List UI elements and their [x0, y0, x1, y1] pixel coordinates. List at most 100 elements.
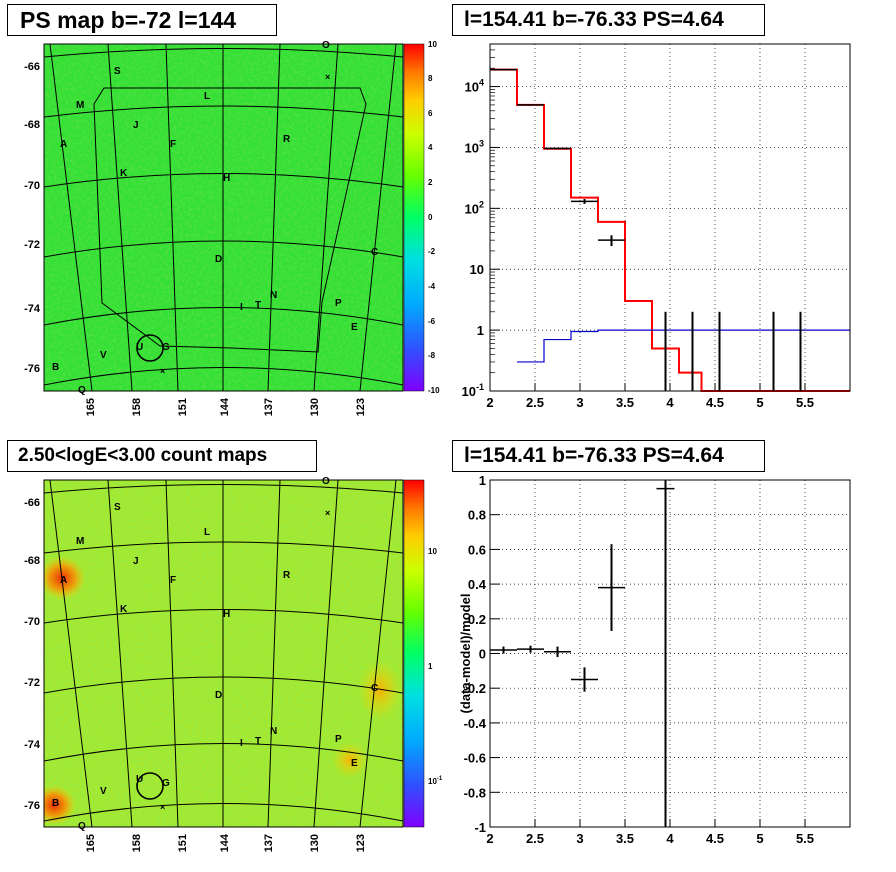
- x-tick-label: 5.5: [796, 831, 814, 846]
- x-tick-label: 2: [486, 831, 493, 846]
- y-tick-label: 0: [479, 647, 486, 662]
- colorbar-tick: 6: [428, 109, 433, 118]
- residual-frame: [489, 479, 851, 828]
- source-label-h: H: [223, 609, 230, 620]
- x-tick: 165: [85, 834, 97, 852]
- source-label-f: F: [170, 139, 176, 150]
- y-tick-label: 0.2: [468, 612, 486, 627]
- source-label-n: N: [270, 290, 277, 301]
- y-tick-label: 10-1: [462, 382, 484, 399]
- colorbar-tick: -2: [428, 247, 436, 256]
- source-label-t: T: [255, 300, 261, 311]
- y-tick: -74: [24, 303, 41, 315]
- colorbar-tick: 8: [428, 74, 433, 83]
- source-label-a: A: [60, 575, 67, 586]
- colorbar-tick: 10-1: [428, 776, 443, 786]
- y-tick: -74: [24, 739, 41, 751]
- source-label-g: G: [162, 778, 170, 789]
- y-tick-label: 10: [470, 262, 484, 277]
- source-label-k: K: [120, 604, 128, 615]
- source-label-m: M: [76, 536, 84, 547]
- y-tick: -76: [24, 800, 40, 812]
- source-label-f: F: [170, 575, 176, 586]
- source-label-d: D: [215, 254, 222, 265]
- x-tick-label: 3: [576, 831, 583, 846]
- spectrum-plot-area: [490, 44, 850, 391]
- source-label-i: I: [240, 738, 243, 749]
- count-map-y-ticks: -66 -68 -70 -72 -74 -76: [24, 497, 41, 812]
- source-label-p: P: [335, 298, 342, 309]
- count-map-x-ticks: 165 158 151 144 137 130 123: [85, 833, 367, 852]
- source-label-c: C: [371, 247, 378, 258]
- x-tick-label: 4: [666, 831, 674, 846]
- x-tick: 123: [355, 834, 367, 852]
- count-colorbar-ticks: 10 1 10-1: [428, 547, 443, 786]
- x-tick: 158: [131, 398, 143, 416]
- x-tick-label: 5: [756, 395, 763, 410]
- x-tick-label: 3: [576, 395, 583, 410]
- y-tick-label: -1: [474, 820, 486, 835]
- x-tick: 151: [177, 398, 189, 416]
- y-tick-label: 1: [477, 323, 484, 338]
- x-tick-label: 2.5: [526, 395, 544, 410]
- ps-map-frame: [43, 43, 404, 392]
- y-tick-label: -0.8: [464, 785, 486, 800]
- source-label-l: L: [204, 527, 210, 538]
- x-tick-label: 4.5: [706, 831, 724, 846]
- y-tick: -76: [24, 363, 40, 375]
- y-tick: -68: [24, 119, 40, 131]
- x-tick-label: 3.5: [616, 395, 634, 410]
- source-label-l: L: [204, 91, 210, 102]
- source-label-e: E: [351, 322, 358, 333]
- colorbar-tick: 10: [428, 547, 437, 556]
- source-marker-x: ×: [325, 508, 330, 518]
- colorbar-tick: -4: [428, 282, 436, 291]
- x-tick-label: 5: [756, 831, 763, 846]
- y-tick-label: -0.2: [464, 681, 486, 696]
- spectrum-title: l=154.41 b=-76.33 PS=4.64: [452, 4, 765, 36]
- source-label-p: P: [335, 734, 342, 745]
- y-tick-label: 103: [465, 138, 484, 155]
- y-tick: -66: [24, 497, 40, 509]
- x-tick-label: 2: [486, 395, 493, 410]
- count-map-grid: [44, 480, 403, 827]
- y-tick-label: 102: [465, 199, 484, 216]
- ps-map: O S L M J A F R K H C D N I T P E U G V …: [24, 40, 440, 416]
- y-tick-label: -0.4: [464, 716, 487, 731]
- source-label-r: R: [283, 134, 291, 145]
- x-tick-label: 5.5: [796, 395, 814, 410]
- colorbar-tick: 4: [428, 143, 433, 152]
- colorbar-tick: 0: [428, 213, 433, 222]
- colorbar-tick: -6: [428, 317, 436, 326]
- y-tick: -72: [24, 677, 40, 689]
- residual-chart: 2 2.5 3 3.5 4 4.5 5 5.5 1 0.8 0.6 0.4 0.2 0 -0.2 -0.4 -0…: [458, 473, 851, 846]
- source-label-e: E: [351, 758, 358, 769]
- source-label-d: D: [215, 690, 222, 701]
- source-label-c: C: [371, 683, 378, 694]
- y-tick-label: 0.8: [468, 508, 486, 523]
- ps-map-grid: [44, 44, 403, 391]
- source-label-j: J: [133, 556, 139, 567]
- source-marker-x: ×: [160, 802, 165, 812]
- colorbar-tick: -8: [428, 351, 436, 360]
- x-tick: 151: [177, 834, 189, 852]
- source-label-b: B: [52, 798, 59, 809]
- count-map-title: 2.50<logE<3.00 count maps: [7, 440, 317, 472]
- y-tick-label: 1: [479, 473, 486, 488]
- ps-map-title: PS map b=-72 l=144: [7, 4, 277, 36]
- source-label-i: I: [240, 302, 243, 313]
- colorbar-tick: 2: [428, 178, 433, 187]
- x-tick: 144: [219, 833, 231, 852]
- x-tick: 130: [309, 834, 321, 852]
- x-tick: 137: [263, 834, 275, 852]
- y-tick-label: -0.6: [464, 751, 486, 766]
- residual-y-axis-label: (data-model)/model: [458, 594, 473, 714]
- source-label-b: B: [52, 362, 59, 373]
- count-map: O S L M J A F R K H C D N I T P E U G V …: [24, 476, 443, 852]
- source-label-o: O: [322, 476, 330, 487]
- source-label-s: S: [114, 502, 121, 513]
- x-tick-label: 4.5: [706, 395, 724, 410]
- ps-map-y-ticks: -66 -68 -70 -72 -74 -76: [24, 61, 41, 375]
- x-tick: 144: [219, 397, 231, 416]
- y-tick: -70: [24, 616, 40, 628]
